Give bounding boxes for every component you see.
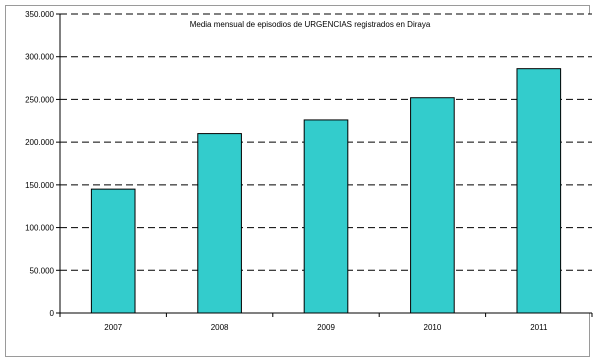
x-tick-label: 2009 [317,323,335,332]
y-tick-label: 150.000 [25,181,54,190]
y-tick-label: 350.000 [25,10,54,19]
x-tick-labels: 2007 2008 2009 2010 2011 [104,323,548,332]
y-tick-label: 300.000 [25,53,54,62]
chart-title: Media mensual de episodios de URGENCIAS … [190,20,431,29]
x-tick-label: 2011 [530,323,548,332]
x-tick-label: 2007 [104,323,122,332]
y-tick-label: 100.000 [25,224,54,233]
bar-2010 [410,97,455,314]
bar-2007 [90,188,136,314]
y-tick-label: 0 [50,309,55,318]
x-tick-label: 2008 [211,323,229,332]
axes [56,13,593,317]
x-tick-label: 2010 [424,323,442,332]
bar-2009 [303,119,349,314]
bar-2008 [197,133,242,314]
y-tick-label: 50.000 [30,266,55,275]
bar-2011 [516,68,562,314]
y-tick-label: 200.000 [25,138,54,147]
y-tick-label: 250.000 [25,95,54,104]
y-tick-labels: 0 50.000 100.000 150.000 200.000 250.000 300.0… [25,10,54,318]
